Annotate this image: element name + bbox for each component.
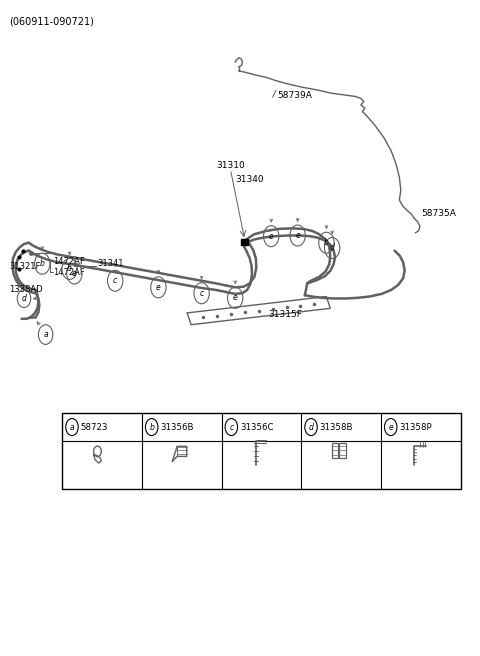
Text: b: b <box>67 264 72 274</box>
Text: 58723: 58723 <box>81 422 108 432</box>
Text: b: b <box>149 422 154 432</box>
Text: c: c <box>113 276 117 285</box>
Text: 1472AF: 1472AF <box>53 256 84 266</box>
Text: 31340: 31340 <box>235 175 264 184</box>
Text: (060911-090721): (060911-090721) <box>10 16 95 26</box>
Text: 1338AD: 1338AD <box>9 285 42 295</box>
Text: e: e <box>269 232 274 241</box>
Text: 1472AF: 1472AF <box>53 268 84 277</box>
Text: c: c <box>200 289 204 298</box>
Text: b: b <box>40 259 45 268</box>
Bar <box>241 239 248 245</box>
Text: d: d <box>309 422 313 432</box>
Text: 31310: 31310 <box>216 161 245 170</box>
Text: d: d <box>22 294 26 303</box>
Text: c: c <box>229 422 233 432</box>
Text: 31358P: 31358P <box>399 422 432 432</box>
Text: 31341: 31341 <box>97 259 124 268</box>
Text: 58735A: 58735A <box>421 209 456 218</box>
Text: e: e <box>388 422 393 432</box>
Text: e: e <box>156 283 161 292</box>
Text: d: d <box>330 243 335 253</box>
Bar <box>339 443 346 458</box>
Text: b: b <box>324 238 329 247</box>
Text: e: e <box>233 293 238 302</box>
Text: 31315F: 31315F <box>268 310 302 319</box>
Text: 58739A: 58739A <box>277 91 312 100</box>
Bar <box>332 443 338 458</box>
Text: a: a <box>70 422 74 432</box>
Text: e: e <box>295 231 300 240</box>
Bar <box>62 413 461 489</box>
Text: a: a <box>43 330 48 339</box>
Text: e: e <box>72 269 77 278</box>
Text: 31356C: 31356C <box>240 422 274 432</box>
Text: 31321F: 31321F <box>10 262 41 271</box>
Text: 31356B: 31356B <box>160 422 194 432</box>
Text: 31358B: 31358B <box>320 422 353 432</box>
